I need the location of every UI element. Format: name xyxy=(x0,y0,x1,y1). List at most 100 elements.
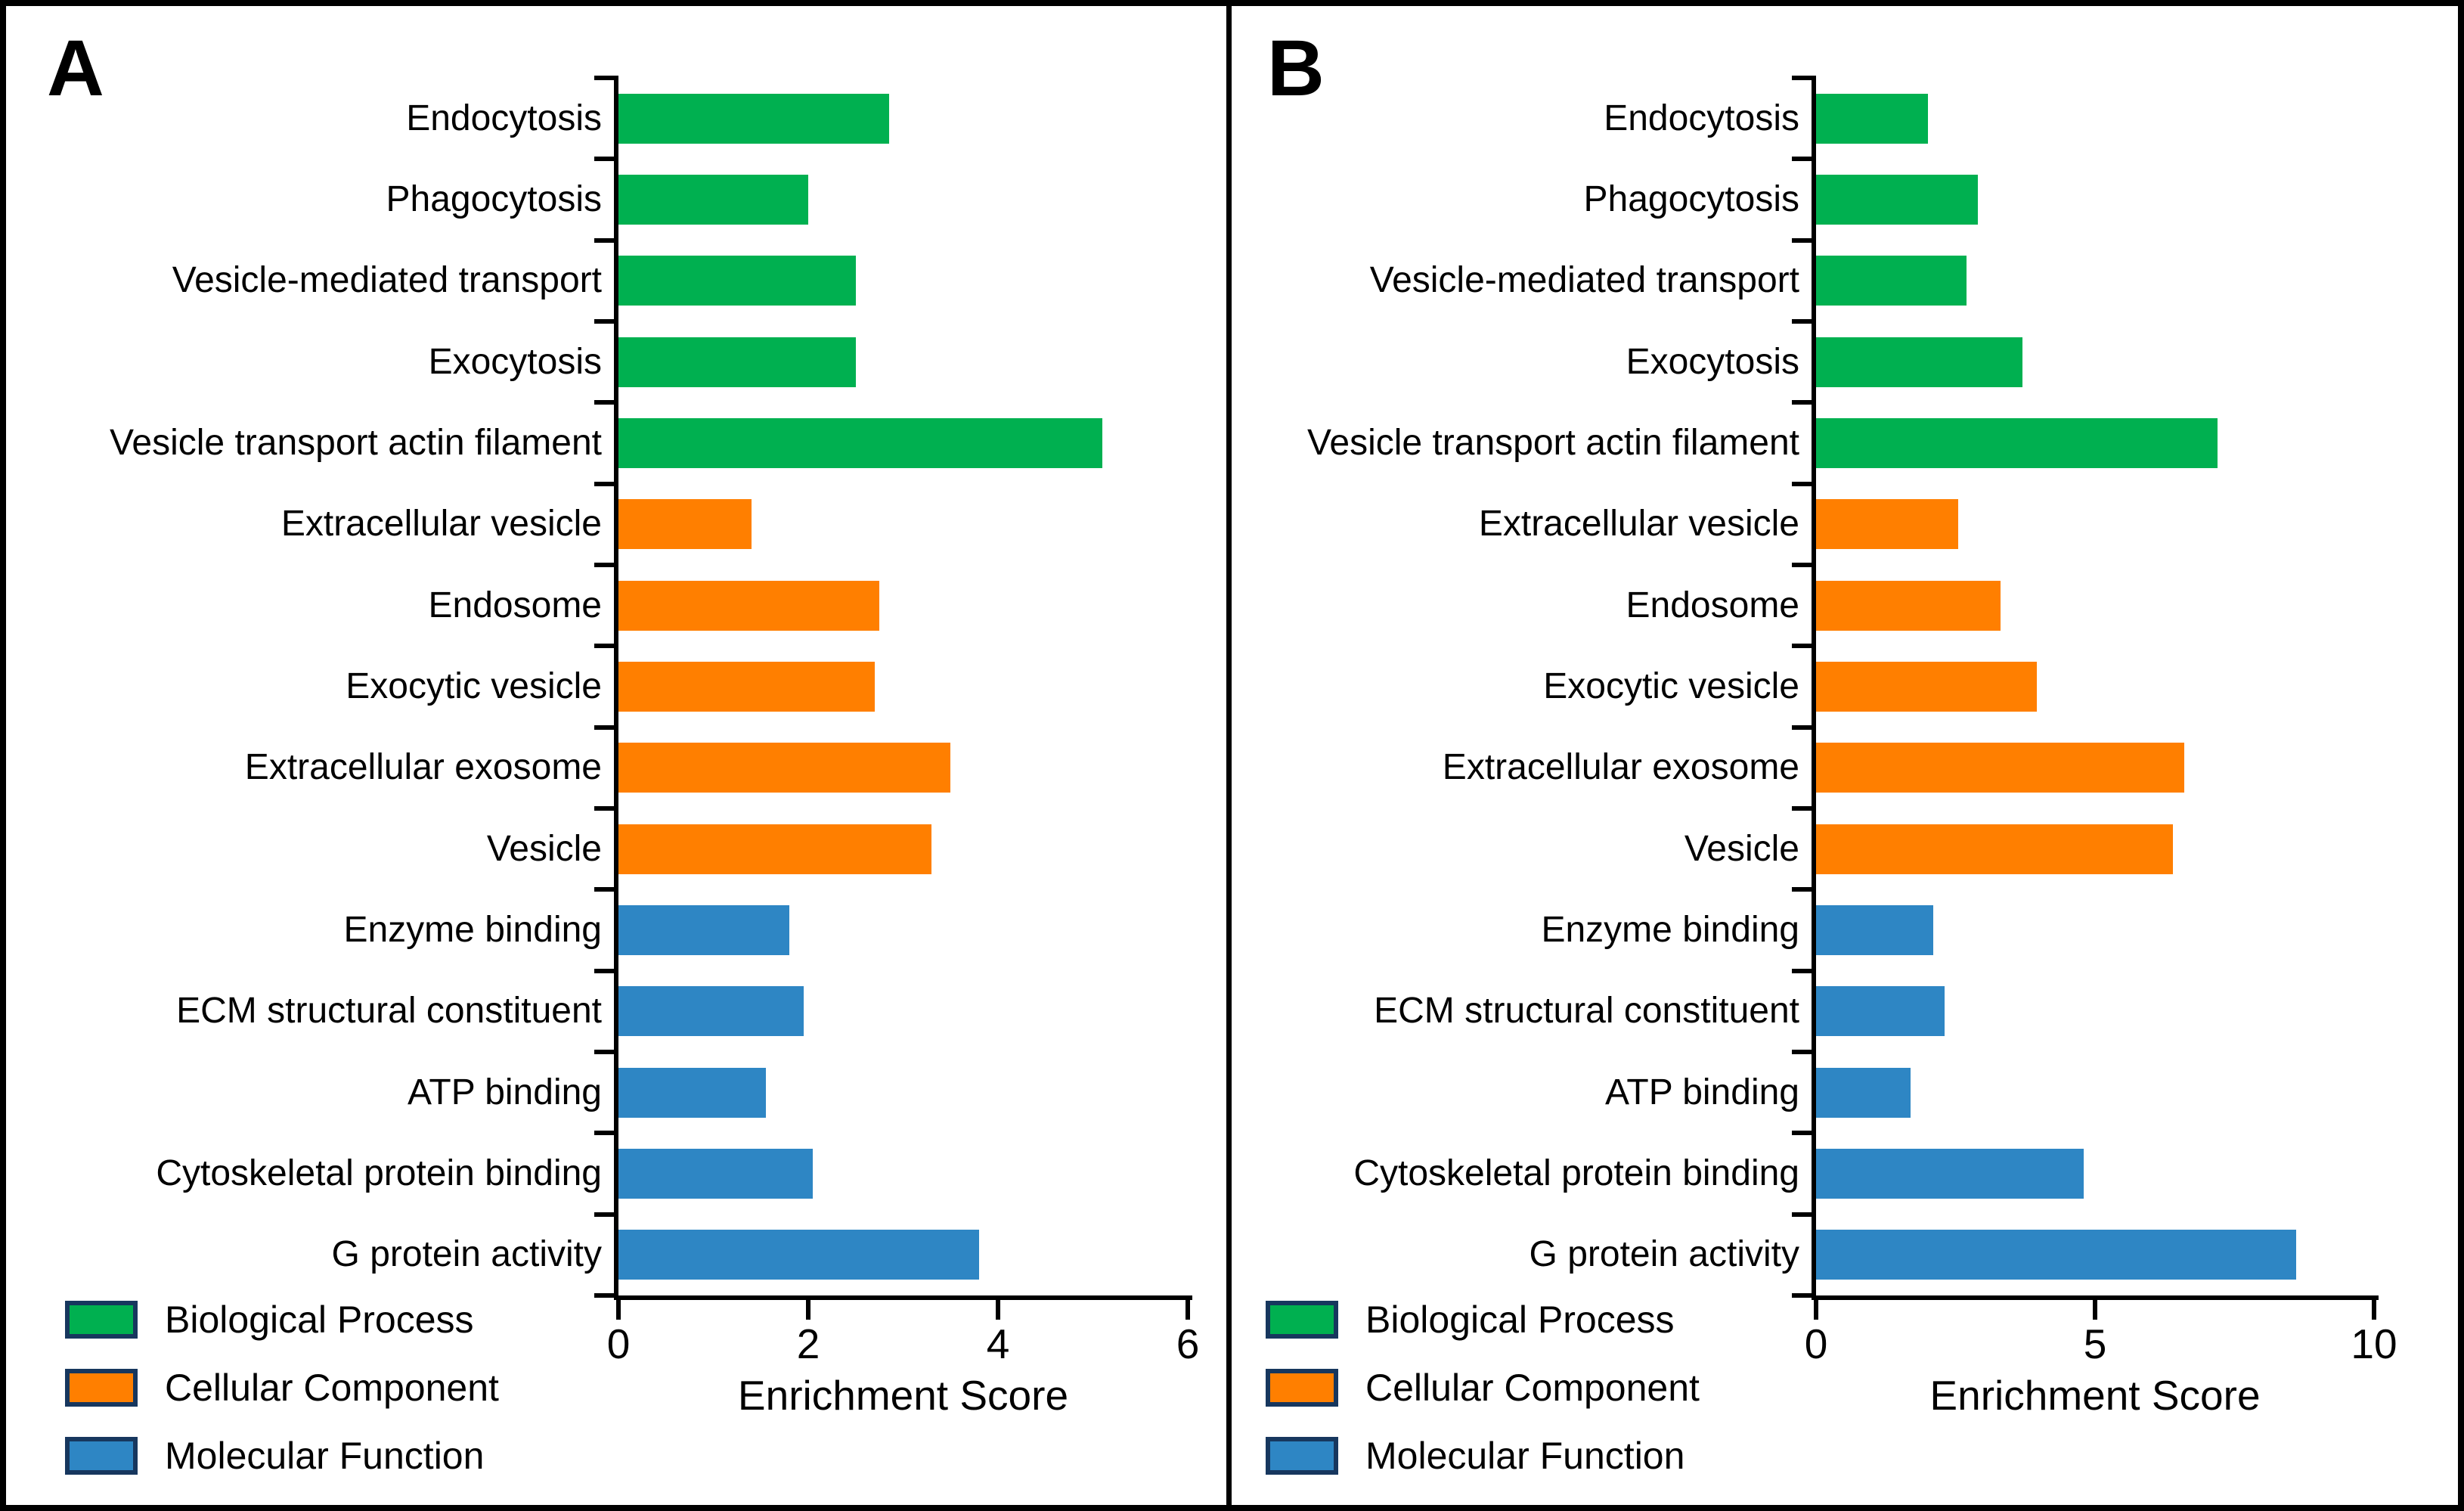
category-label-vesicle-mediated-transport: Vesicle-mediated transport xyxy=(1246,262,1799,299)
legend-label-biological-process: Biological Process xyxy=(165,1301,474,1339)
bar-exocytic-vesicle xyxy=(1816,662,2037,712)
x-tick-label: 4 xyxy=(938,1323,1058,1365)
panel-letter-a: A xyxy=(47,29,104,108)
x-tick-label: 0 xyxy=(558,1323,679,1365)
bar-vesicle-transport-actin-filament xyxy=(618,418,1102,468)
bar-vesicle-mediated-transport xyxy=(1816,256,1967,306)
category-label-exocytic-vesicle: Exocytic vesicle xyxy=(24,669,602,705)
bar-g-protein-activity xyxy=(1816,1230,2296,1280)
panel-letter-b: B xyxy=(1267,29,1325,108)
category-label-exocytic-vesicle: Exocytic vesicle xyxy=(1246,669,1799,705)
y-tick xyxy=(594,806,614,811)
bar-extracellular-vesicle xyxy=(618,499,752,549)
y-tick xyxy=(1792,482,1812,486)
bar-endocytosis xyxy=(1816,94,1928,144)
legend-swatch-biological-process xyxy=(1266,1301,1338,1339)
category-label-extracellular-vesicle: Extracellular vesicle xyxy=(24,506,602,542)
bar-endosome xyxy=(618,581,879,631)
category-label-exocytosis: Exocytosis xyxy=(24,344,602,380)
category-label-cytoskeletal-protein-binding: Cytoskeletal protein binding xyxy=(24,1156,602,1192)
legend-swatch-molecular-function xyxy=(1266,1437,1338,1475)
x-tick xyxy=(806,1300,810,1320)
y-tick xyxy=(1792,563,1812,567)
legend-swatch-cellular-component xyxy=(65,1369,138,1407)
legend-item-molecular-function: Molecular Function xyxy=(65,1437,484,1475)
category-label-vesicle-transport-actin-filament: Vesicle transport actin filament xyxy=(1246,425,1799,461)
bar-g-protein-activity xyxy=(618,1230,979,1280)
category-label-vesicle-transport-actin-filament: Vesicle transport actin filament xyxy=(24,425,602,461)
bar-cytoskeletal-protein-binding xyxy=(1816,1149,2084,1199)
x-tick-label: 0 xyxy=(1756,1323,1877,1365)
y-tick xyxy=(594,482,614,486)
bar-exocytosis xyxy=(1816,337,2022,387)
category-label-g-protein-activity: G protein activity xyxy=(1246,1236,1799,1273)
y-tick xyxy=(1792,887,1812,892)
y-tick xyxy=(1792,1050,1812,1054)
x-tick xyxy=(2372,1300,2376,1320)
legend-swatch-molecular-function xyxy=(65,1437,138,1475)
bar-extracellular-exosome xyxy=(618,743,950,793)
bar-enzyme-binding xyxy=(1816,905,1933,955)
bar-vesicle-transport-actin-filament xyxy=(1816,418,2218,468)
category-label-ecm-structural-constituent: ECM structural constituent xyxy=(24,993,602,1029)
x-tick-label: 2 xyxy=(748,1323,869,1365)
x-tick-label: 10 xyxy=(2314,1323,2435,1365)
category-label-exocytosis: Exocytosis xyxy=(1246,344,1799,380)
category-label-endocytosis: Endocytosis xyxy=(1246,101,1799,137)
y-tick xyxy=(1792,400,1812,405)
bar-atp-binding xyxy=(618,1068,766,1118)
y-tick xyxy=(1792,969,1812,973)
y-tick xyxy=(1792,1212,1812,1217)
y-tick xyxy=(1792,238,1812,243)
y-tick xyxy=(594,1050,614,1054)
category-label-g-protein-activity: G protein activity xyxy=(24,1236,602,1273)
category-label-vesicle: Vesicle xyxy=(24,831,602,867)
panel-divider xyxy=(1226,6,1232,1505)
category-label-endosome: Endosome xyxy=(24,588,602,624)
bar-endosome xyxy=(1816,581,2001,631)
category-label-enzyme-binding: Enzyme binding xyxy=(24,912,602,948)
category-label-phagocytosis: Phagocytosis xyxy=(24,182,602,218)
category-label-phagocytosis: Phagocytosis xyxy=(1246,182,1799,218)
y-tick xyxy=(1792,1131,1812,1135)
legend-item-molecular-function: Molecular Function xyxy=(1266,1437,1685,1475)
y-tick xyxy=(594,969,614,973)
y-tick xyxy=(594,725,614,730)
category-label-cytoskeletal-protein-binding: Cytoskeletal protein binding xyxy=(1246,1156,1799,1192)
category-label-extracellular-exosome: Extracellular exosome xyxy=(24,749,602,786)
legend-label-cellular-component: Cellular Component xyxy=(1365,1369,1700,1407)
category-label-vesicle: Vesicle xyxy=(1246,831,1799,867)
category-label-vesicle-mediated-transport: Vesicle-mediated transport xyxy=(24,262,602,299)
legend-item-cellular-component: Cellular Component xyxy=(65,1369,499,1407)
y-tick xyxy=(594,157,614,161)
bar-enzyme-binding xyxy=(618,905,789,955)
y-tick xyxy=(594,563,614,567)
y-tick xyxy=(594,1212,614,1217)
y-tick xyxy=(594,238,614,243)
legend-item-cellular-component: Cellular Component xyxy=(1266,1369,1700,1407)
category-label-atp-binding: ATP binding xyxy=(24,1075,602,1111)
legend-swatch-biological-process xyxy=(65,1301,138,1339)
bar-exocytic-vesicle xyxy=(618,662,875,712)
x-axis-line xyxy=(614,1295,1192,1300)
category-label-extracellular-exosome: Extracellular exosome xyxy=(1246,749,1799,786)
x-axis-title: Enrichment Score xyxy=(1816,1375,2374,1416)
y-tick xyxy=(594,400,614,405)
y-tick xyxy=(1792,644,1812,648)
x-tick xyxy=(996,1300,1000,1320)
y-tick xyxy=(1792,1293,1812,1298)
figure: A B 0246Enrichment ScoreEndocytosisPhago… xyxy=(0,0,2464,1511)
legend-label-biological-process: Biological Process xyxy=(1365,1301,1675,1339)
y-tick xyxy=(1792,319,1812,324)
y-tick xyxy=(594,319,614,324)
y-tick xyxy=(1792,157,1812,161)
x-tick xyxy=(1814,1300,1818,1320)
y-tick xyxy=(1792,725,1812,730)
x-tick xyxy=(1186,1300,1190,1320)
x-tick-label: 5 xyxy=(2035,1323,2156,1365)
y-tick xyxy=(1792,76,1812,80)
bar-atp-binding xyxy=(1816,1068,1911,1118)
y-tick xyxy=(594,887,614,892)
legend-label-molecular-function: Molecular Function xyxy=(1365,1437,1685,1475)
bar-vesicle xyxy=(1816,824,2173,874)
